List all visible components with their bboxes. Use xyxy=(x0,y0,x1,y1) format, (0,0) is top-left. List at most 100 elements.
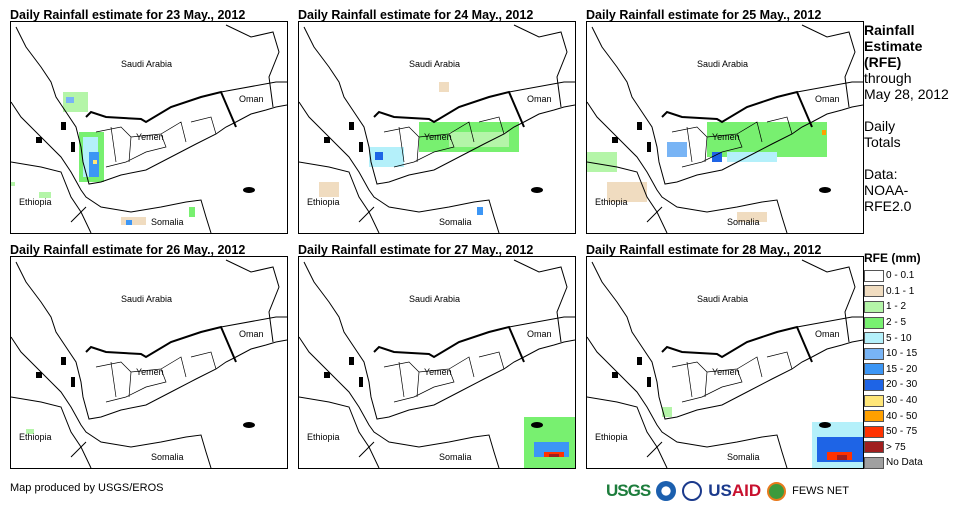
legend-swatch xyxy=(864,347,884,360)
through-text: through xyxy=(864,70,912,86)
usgs-logo: USGS xyxy=(606,481,651,500)
legend: RFE (mm) 0 - 0.1 0.1 - 1 1 - 2 2 - 5 5 - 10 1… xyxy=(864,251,923,471)
label-ethiopia: Ethiopia xyxy=(19,197,52,207)
label-ethiopia: Ethiopia xyxy=(595,197,628,207)
rainfall-area xyxy=(837,455,847,460)
rainfall-area xyxy=(93,160,97,164)
label-saudi-arabia: Saudi Arabia xyxy=(409,294,460,304)
label-oman: Oman xyxy=(239,94,264,104)
rainfall-area xyxy=(189,207,195,217)
saudi-oman-border xyxy=(508,316,575,328)
legend-label: 15 - 20 xyxy=(886,363,918,375)
yemen-border xyxy=(661,90,813,128)
label-saudi-arabia: Saudi Arabia xyxy=(121,294,172,304)
legend-label: No Data xyxy=(886,457,923,469)
through-date: May 28, 2012 xyxy=(864,86,949,102)
legend-label: 10 - 15 xyxy=(886,348,918,360)
rainfall-area xyxy=(89,152,99,177)
rainfall-area xyxy=(369,147,404,167)
credit-text: Map produced by USGS/EROS xyxy=(10,482,164,494)
legend-label: 1 - 2 xyxy=(886,301,907,313)
label-oman: Oman xyxy=(815,329,840,339)
arabia-coastline xyxy=(591,26,863,185)
usaid-seal-logo xyxy=(682,481,703,501)
rainfall-area xyxy=(26,429,34,434)
label-yemen: Yemen xyxy=(136,132,164,142)
legend-swatch xyxy=(864,425,884,438)
yemen-border xyxy=(373,90,525,128)
data-source-2: RFE2.0 xyxy=(864,198,912,214)
arabia-coastline xyxy=(15,261,287,420)
label-yemen: Yemen xyxy=(712,367,740,377)
gulf-coast xyxy=(225,24,280,108)
legend-item: 10 - 15 xyxy=(864,346,923,362)
rainfall-area xyxy=(319,182,339,197)
rainfall-area xyxy=(667,142,687,157)
rainfall-area xyxy=(607,182,647,202)
yemen-districts xyxy=(671,351,793,403)
label-oman: Oman xyxy=(815,94,840,104)
africa-coastline xyxy=(299,101,500,233)
yemen-districts xyxy=(95,116,217,168)
legend-swatch xyxy=(864,285,884,298)
data-label: Data: xyxy=(864,166,898,182)
legend-swatch xyxy=(864,456,884,469)
legend-item: 40 - 50 xyxy=(864,408,923,424)
legend-item: 5 - 10 xyxy=(864,330,923,346)
legend-swatch xyxy=(864,410,884,423)
label-oman: Oman xyxy=(527,329,552,339)
title-line2: Estimate xyxy=(864,38,923,54)
gulf-coast xyxy=(225,259,280,343)
legend-item: No Data xyxy=(864,455,923,471)
gulf-coast xyxy=(513,24,568,108)
yemen-districts xyxy=(95,351,217,403)
legend-title: RFE (mm) xyxy=(864,251,921,265)
legend-swatch xyxy=(864,394,884,407)
label-oman: Oman xyxy=(239,329,264,339)
rainfall-area xyxy=(707,122,827,157)
panel-title: Daily Rainfall estimate for 26 May., 201… xyxy=(10,243,246,257)
panel-title: Daily Rainfall estimate for 24 May., 201… xyxy=(298,8,534,22)
panel-title: Daily Rainfall estimate for 27 May., 201… xyxy=(298,243,534,257)
legend-item: 30 - 40 xyxy=(864,393,923,409)
daily-text: Daily xyxy=(864,118,896,134)
legend-item: 0.1 - 1 xyxy=(864,284,923,300)
fews-net-logo: FEWS NET xyxy=(792,485,849,497)
label-saudi-arabia: Saudi Arabia xyxy=(121,59,172,69)
legend-item: 50 - 75 xyxy=(864,424,923,440)
panel-title: Daily Rainfall estimate for 23 May., 201… xyxy=(10,8,246,22)
label-ethiopia: Ethiopia xyxy=(307,197,340,207)
rainfall-area xyxy=(39,192,51,198)
africa-borders xyxy=(299,161,380,233)
saudi-oman-border xyxy=(796,316,863,328)
usaid-logo: USAID xyxy=(708,481,762,500)
legend-label: 50 - 75 xyxy=(886,426,918,438)
label-somalia: Somalia xyxy=(439,217,472,227)
legend-swatch xyxy=(864,441,884,454)
yemen-districts xyxy=(383,116,505,168)
label-somalia: Somalia xyxy=(727,452,760,462)
rainfall-area xyxy=(712,152,722,162)
label-yemen: Yemen xyxy=(424,132,452,142)
saudi-oman-border xyxy=(508,81,575,93)
africa-borders xyxy=(299,396,380,468)
africa-coastline xyxy=(299,336,500,468)
panel-title: Daily Rainfall estimate for 25 May., 201… xyxy=(586,8,822,22)
rainfall-map: Saudi Arabia Oman Yemen Ethiopia Somalia xyxy=(10,21,288,234)
africa-coastline xyxy=(11,101,212,233)
yemen-border xyxy=(85,90,237,128)
africa-coastline xyxy=(11,336,212,468)
legend-swatch xyxy=(864,378,884,391)
label-saudi-arabia: Saudi Arabia xyxy=(697,294,748,304)
label-yemen: Yemen xyxy=(136,367,164,377)
yemen-districts xyxy=(383,351,505,403)
arabia-coastline xyxy=(303,261,575,420)
label-somalia: Somalia xyxy=(439,452,472,462)
partner-logos: USGS USAID FEWS NET xyxy=(606,481,849,501)
yemen-districts xyxy=(671,116,793,168)
africa-borders xyxy=(11,396,92,468)
label-ethiopia: Ethiopia xyxy=(307,432,340,442)
arabia-coastline xyxy=(303,26,575,185)
rainfall-area xyxy=(449,132,509,147)
label-somalia: Somalia xyxy=(151,217,184,227)
